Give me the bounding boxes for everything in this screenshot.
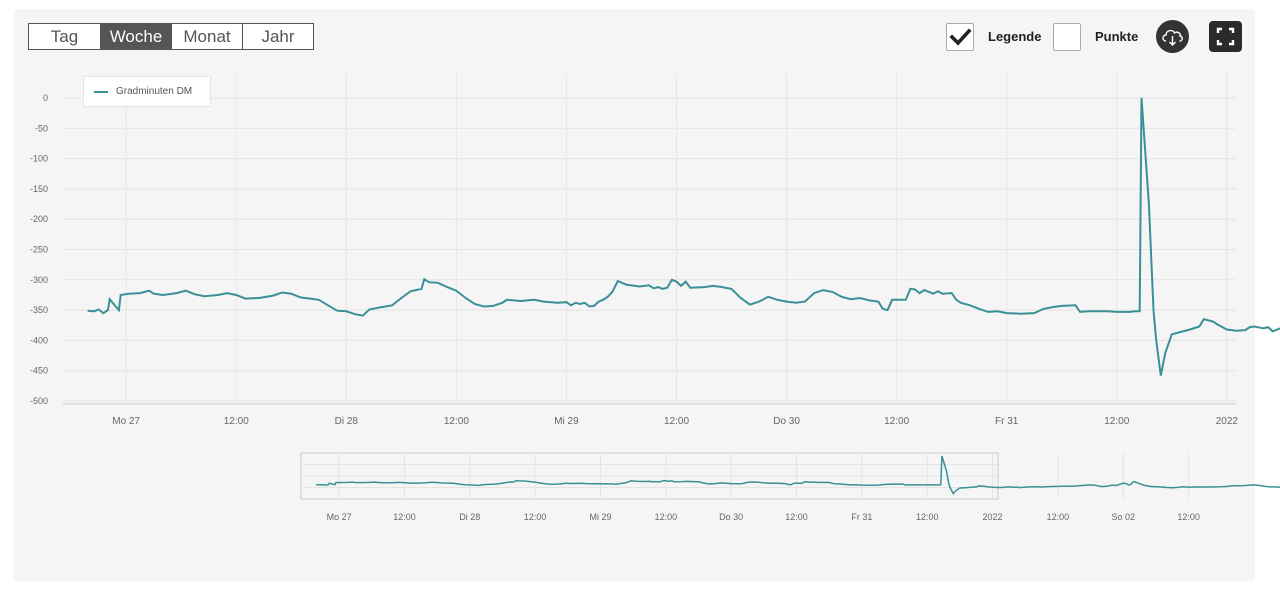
legend-item-label: Gradminuten DM — [116, 86, 193, 97]
fullscreen-button[interactable] — [1209, 21, 1242, 52]
range-button-tag[interactable]: Tag — [29, 24, 101, 49]
range-button-jahr[interactable]: Jahr — [243, 24, 313, 49]
range-button-woche[interactable]: Woche — [101, 24, 172, 49]
points-checkbox[interactable] — [1053, 23, 1081, 51]
checkmark-icon — [949, 28, 972, 46]
fullscreen-icon — [1216, 27, 1235, 46]
legend-checkbox[interactable] — [946, 23, 974, 51]
range-button-monat[interactable]: Monat — [172, 24, 243, 49]
legend-toggle-label: Legende — [988, 29, 1042, 44]
points-toggle-label: Punkte — [1095, 29, 1139, 44]
download-button[interactable] — [1156, 20, 1189, 53]
chart-legend[interactable]: Gradminuten DM — [83, 76, 211, 107]
time-range-selector: Tag Woche Monat Jahr — [28, 23, 314, 50]
legend-swatch — [94, 90, 108, 93]
cloud-download-icon — [1162, 29, 1183, 46]
